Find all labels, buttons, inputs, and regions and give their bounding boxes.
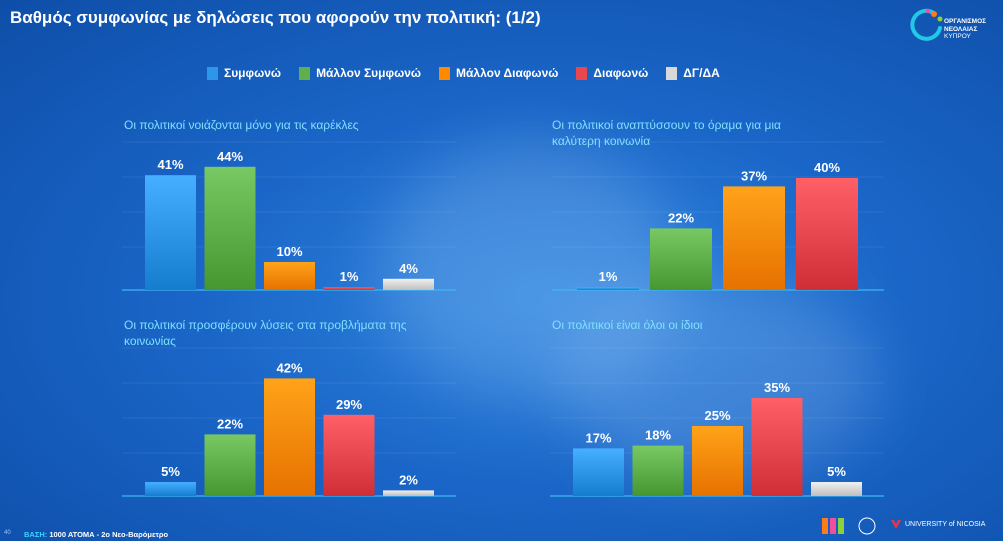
legend-swatch [666, 66, 678, 80]
chart-subtitle: Οι πολιτικοί νοιάζονται μόνο για τις καρ… [124, 118, 359, 132]
data-label: 1% [340, 269, 359, 284]
bar [632, 445, 684, 496]
bar [796, 178, 858, 290]
data-label: 1% [599, 269, 618, 284]
bar [751, 398, 803, 496]
bar [650, 228, 712, 290]
footer-base: ΒΑΣΗ: 1000 ΑΤΟΜΑ - 2ο Νεο-Βαρόμετρο [24, 530, 168, 539]
footer-base-key: ΒΑΣΗ: [24, 530, 48, 539]
bar [577, 287, 639, 290]
university-crest-icon [891, 520, 901, 529]
legend-item: Μάλλον Διαφωνώ [439, 66, 558, 80]
organization-logo: ΟΡΓΑΝΙΣΜΟΣ ΝΕΟΛΑΙΑΣ ΚΥΠΡΟΥ [910, 6, 986, 58]
legend-label: Διαφωνώ [593, 66, 649, 80]
imr-logo-icon [822, 517, 876, 535]
youth-org-logo-icon [910, 8, 943, 41]
university-logo: UNIVERSITY of NICOSIA [890, 518, 985, 530]
legend-label: ΔΓ/ΔΑ [683, 66, 720, 80]
logo-text-line: ΟΡΓΑΝΙΣΜΟΣ [944, 18, 987, 25]
data-label: 5% [161, 464, 180, 479]
bar [204, 166, 256, 290]
data-label: 5% [827, 464, 846, 479]
bar [264, 378, 315, 496]
legend-label: Μάλλον Διαφωνώ [456, 66, 559, 80]
data-label: 25% [704, 408, 730, 423]
data-label: 40% [814, 160, 840, 175]
data-label: 37% [741, 168, 767, 183]
background-blur [380, 140, 680, 400]
legend-item: Μάλλον Συμφωνώ [299, 66, 421, 80]
bar [145, 175, 196, 290]
data-label: 22% [668, 210, 694, 225]
data-label: 29% [336, 397, 362, 412]
bar [323, 414, 375, 496]
bar [383, 278, 434, 290]
data-label: 42% [276, 360, 302, 375]
chart-subtitle: Οι πολιτικοί είναι όλοι οι ίδιοι [552, 318, 703, 332]
bar [573, 448, 624, 496]
bar [811, 482, 862, 496]
data-label: 4% [399, 261, 418, 276]
data-label: 18% [645, 428, 671, 443]
imr-logo [822, 516, 882, 536]
logo-text-line: ΝΕΟΛΑΙΑΣ [944, 25, 978, 33]
legend-swatch [207, 66, 218, 80]
data-label: 10% [276, 244, 302, 259]
bar [383, 490, 434, 496]
data-label: 44% [217, 149, 243, 164]
chart-subtitle: Οι πολιτικοί αναπτύσσουν το όραμα για μι… [552, 118, 781, 148]
legend-swatch [299, 66, 311, 80]
bar [723, 186, 785, 290]
legend-item: Διαφωνώ [576, 66, 648, 80]
data-label: 35% [764, 380, 790, 395]
bar [264, 262, 315, 290]
data-label: 2% [399, 472, 418, 487]
legend-label: Συμφωνώ [224, 66, 282, 80]
footer-base-value: 1000 ΑΤΟΜΑ - 2ο Νεο-Βαρόμετρο [49, 530, 169, 539]
legend-item: ΔΓ/ΔΑ [666, 66, 720, 80]
bar [692, 426, 743, 496]
page-number: 40 [4, 530, 11, 536]
legend-item: Συμφωνώ [207, 66, 281, 80]
legend-swatch [439, 66, 451, 80]
bar [204, 434, 256, 496]
university-name: UNIVERSITY of NICOSIA [905, 520, 986, 528]
data-label: 22% [217, 416, 243, 431]
chart-subtitle: Οι πολιτικοί προσφέρουν λύσεις στα προβλ… [124, 318, 407, 348]
data-label: 17% [585, 430, 611, 445]
legend-label: Μάλλον Συμφωνώ [316, 66, 422, 80]
data-label: 41% [157, 157, 183, 172]
legend-swatch [576, 66, 588, 80]
logo-text-line: ΚΥΠΡΟΥ [944, 33, 971, 40]
chart-legend: Συμφωνώ Μάλλον Συμφωνώ Μάλλον Διαφωνώ Δι… [207, 66, 720, 80]
bar [323, 287, 375, 290]
page-title: Βαθμός συμφωνίας με δηλώσεις που αφορούν… [10, 8, 541, 27]
bar [145, 482, 196, 496]
